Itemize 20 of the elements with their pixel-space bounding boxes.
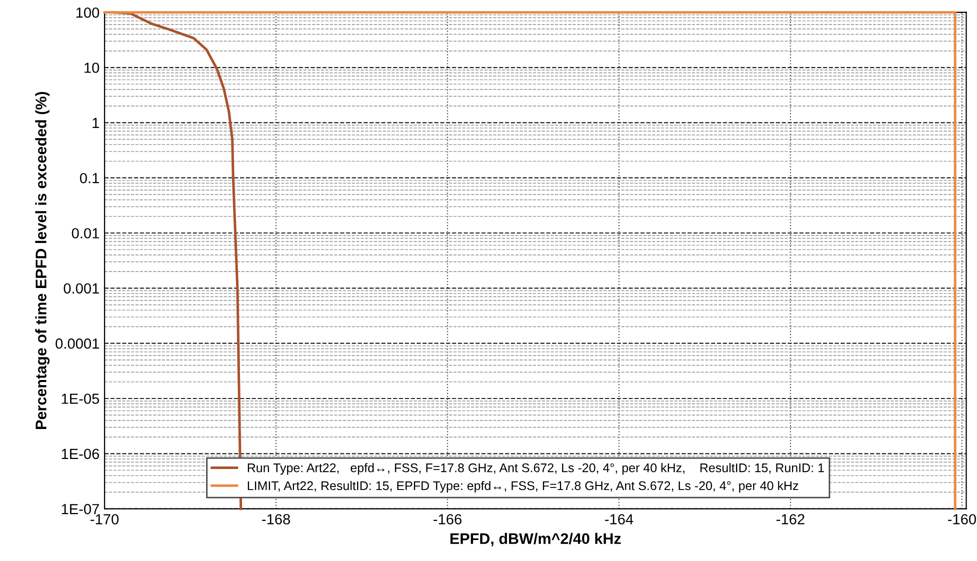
legend-label: Run Type: Art22, epfd↔, FSS, F=17.8 GHz, Ant S.672, Ls -20, 4°, per 40 kHz, ResultID: 15, RunID: 1	[248, 463, 824, 475]
x-tick-label: -166	[434, 514, 462, 524]
y-axis-title: Percentage of time EPFD level is exceeded (%)	[35, 92, 50, 429]
y-tick-label: 100	[76, 7, 100, 18]
y-tick-label: 10	[84, 62, 100, 73]
x-tick-label: -164	[605, 514, 634, 524]
x-tick-label: -160	[948, 514, 976, 524]
y-tick-label: 0.01	[72, 228, 99, 238]
y-tick-label: 0.1	[80, 172, 99, 184]
legend-label: LIMIT, Art22, ResultID: 15, EPFD Type: epfd↔, FSS, F=17.8 GHz, Ant S.672, Ls -20, 4°, per 40 kHz	[248, 480, 798, 493]
y-tick-label: 0.0001	[56, 338, 99, 349]
y-tick-label: 1E-05	[62, 394, 100, 404]
x-tick-label: -168	[262, 514, 290, 524]
y-tick-label: 1E-06	[62, 448, 100, 460]
x-axis-title: EPFD, dBW/m^2/40 kHz	[450, 532, 621, 546]
y-tick-label: 0.001	[64, 283, 99, 294]
x-tick-label: -170	[90, 514, 119, 524]
y-tick-label: 1E-07	[62, 504, 99, 514]
x-tick-label: -162	[776, 514, 804, 524]
y-tick-label: 1	[92, 118, 99, 128]
